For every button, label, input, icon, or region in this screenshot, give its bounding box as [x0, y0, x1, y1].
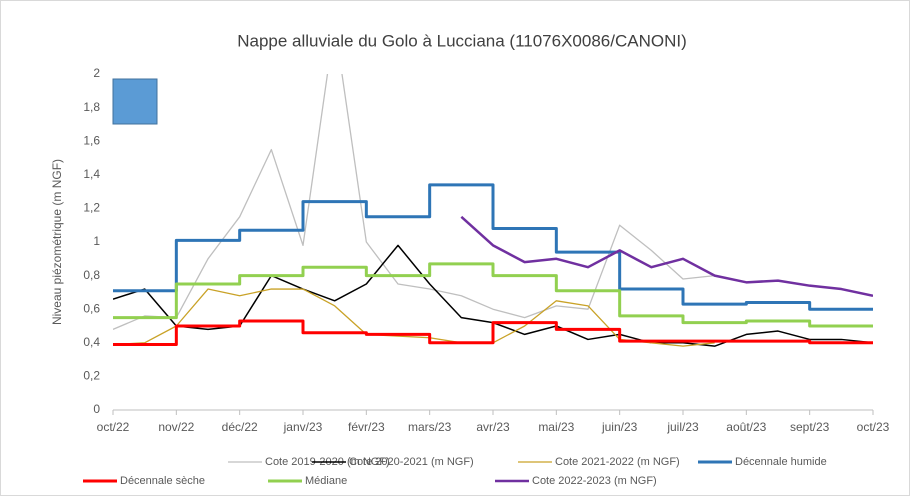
x-tick-label: nov/22	[158, 420, 194, 434]
y-tick-label: 0,2	[83, 369, 100, 383]
y-tick-label: 1	[93, 234, 100, 248]
legend-label: Médiane	[305, 475, 347, 487]
x-tick-label: févr/23	[348, 420, 385, 434]
y-tick-label: 1,6	[83, 133, 100, 147]
chart-title: Nappe alluviale du Golo à Lucciana (1107…	[237, 31, 687, 50]
x-tick-label: janv/23	[283, 420, 323, 434]
y-tick-label: 1,4	[83, 167, 100, 181]
legend-label: Cote 2020-2021 (m NGF)	[349, 456, 474, 468]
x-tick-label: mars/23	[408, 420, 452, 434]
y-axis-label: Niveau piézométrique (m NGF)	[50, 159, 64, 325]
x-tick-label: mai/23	[538, 420, 574, 434]
y-tick-label: 0,4	[83, 335, 100, 349]
x-tick-label: juin/23	[601, 420, 638, 434]
series-line	[113, 74, 715, 330]
series-line	[113, 183, 873, 311]
x-tick-label: déc/22	[222, 420, 258, 434]
series-line	[113, 262, 873, 328]
y-tick-label: 1,8	[83, 100, 100, 114]
x-tick-label: juil/23	[666, 420, 699, 434]
x-tick-label: août/23	[726, 420, 766, 434]
y-tick-label: 1,2	[83, 201, 100, 215]
x-tick-label: avr/23	[476, 420, 510, 434]
legend-label: Cote 2021-2022 (m NGF)	[555, 456, 680, 468]
series-line	[113, 288, 715, 347]
series-line	[113, 319, 873, 346]
legend-label: Décennale humide	[735, 456, 827, 468]
legend-label: Cote 2022-2023 (m NGF)	[532, 475, 657, 487]
legend-box	[112, 78, 158, 125]
x-tick-label: oct/23	[857, 420, 890, 434]
x-tick-label: oct/22	[97, 420, 130, 434]
y-tick-label: 0,8	[83, 268, 100, 282]
x-tick-label: sept/23	[790, 420, 830, 434]
y-tick-label: 2	[93, 66, 100, 80]
series-line	[460, 215, 873, 297]
y-tick-label: 0	[93, 402, 100, 416]
y-tick-label: 0,6	[83, 301, 100, 315]
legend-label: Décennale sèche	[120, 475, 205, 487]
